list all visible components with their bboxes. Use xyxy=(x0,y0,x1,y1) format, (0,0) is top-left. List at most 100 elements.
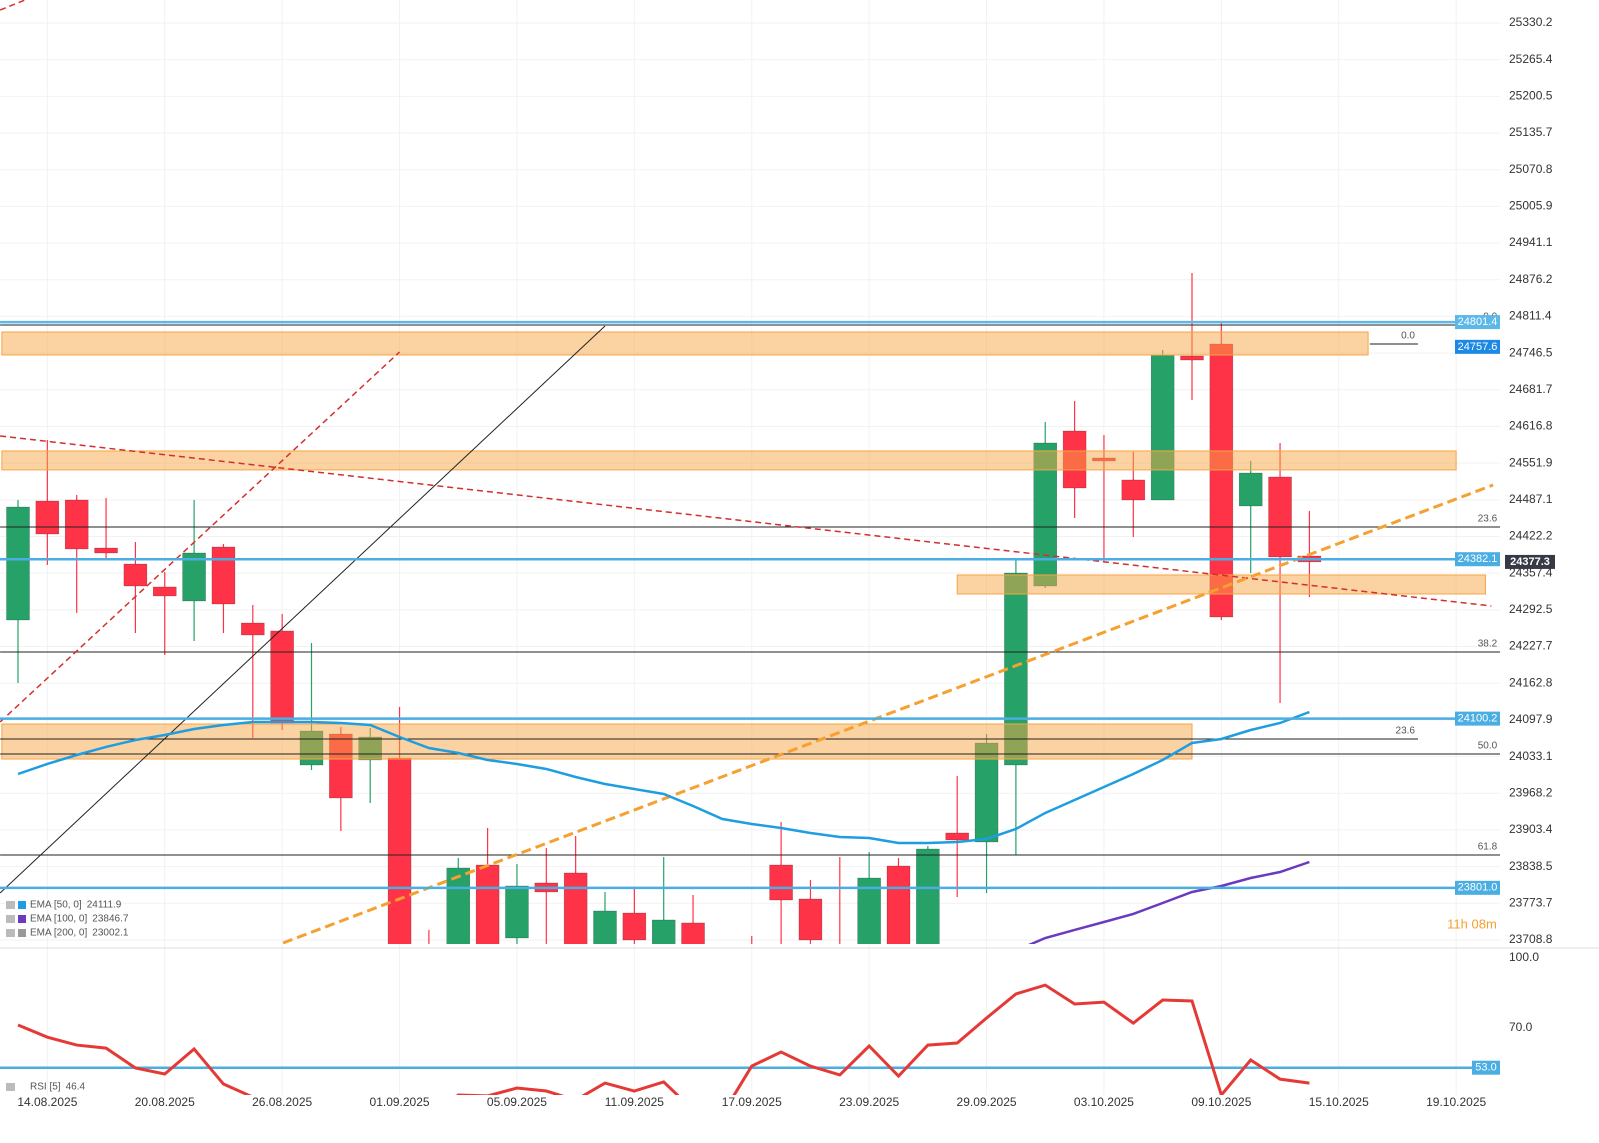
legend-name: EMA [100, 0] xyxy=(30,914,87,925)
candle-body xyxy=(417,990,440,1020)
y-tick-label: 24227.7 xyxy=(1509,639,1553,653)
y-tick-label: 23708.8 xyxy=(1509,932,1553,946)
candle-body xyxy=(123,563,148,587)
candle-body xyxy=(593,910,617,944)
x-tick-label: 26.08.2025 xyxy=(252,1095,312,1109)
x-tick-label: 20.08.2025 xyxy=(135,1095,195,1109)
x-tick-label: 03.10.2025 xyxy=(1074,1095,1134,1109)
y-tick-label: 25005.9 xyxy=(1509,199,1553,213)
y-tick-label: 25070.8 xyxy=(1509,162,1553,176)
price-panel xyxy=(0,0,1500,1020)
labels: 25330.2 25265.4 25200.5 25135.7 25070.8 25005… xyxy=(6,15,1555,1109)
legend-value: 46.4 xyxy=(66,1082,86,1093)
x-tick-label: 01.09.2025 xyxy=(370,1095,430,1109)
candle-body xyxy=(1268,476,1292,558)
y-tick-label: 24162.8 xyxy=(1509,675,1553,689)
y-tick-label: 24292.5 xyxy=(1509,602,1553,616)
candle-body xyxy=(211,546,236,605)
zone xyxy=(1,331,1369,356)
price-label-box xyxy=(1455,880,1500,895)
y-tick-label: 24876.2 xyxy=(1509,272,1553,286)
y-tick-label: 24422.2 xyxy=(1509,529,1553,543)
y-tick-label: 70.0 xyxy=(1509,1020,1533,1034)
candle-body xyxy=(94,547,118,554)
legend-name: EMA [200, 0] xyxy=(30,928,87,939)
indicator-line xyxy=(17,710,1310,845)
candle-body xyxy=(651,919,676,944)
legend-icon xyxy=(6,915,15,923)
candle-body xyxy=(945,832,969,841)
countdown: 11h 08m xyxy=(1447,916,1497,931)
y-tick-label: 23968.2 xyxy=(1509,785,1553,799)
level-label: 53.0 xyxy=(1475,1062,1496,1074)
legend-icon xyxy=(6,1083,15,1091)
candle-body xyxy=(505,885,529,939)
price-label-box xyxy=(1455,339,1500,354)
legend-value: 24111.9 xyxy=(87,900,122,911)
legend-value: 23846.7 xyxy=(92,914,129,925)
x-tick-label: 11.09.2025 xyxy=(605,1095,664,1109)
y-tick-label: 25200.5 xyxy=(1509,89,1553,103)
fib-label: 38.2 xyxy=(1478,639,1498,650)
candle-body xyxy=(681,922,705,944)
candle-body xyxy=(769,864,793,901)
candle-body xyxy=(182,552,206,602)
y-tick-label: 25330.2 xyxy=(1509,15,1553,29)
legend-swatch xyxy=(18,915,26,923)
candle-body xyxy=(798,898,823,941)
legend-name: RSI [5] xyxy=(30,1082,61,1093)
y-tick-label: 24033.1 xyxy=(1509,749,1553,763)
price-label: 23801.0 xyxy=(1458,882,1498,894)
y-tick-label: 23773.7 xyxy=(1509,895,1553,909)
price-label: 24382.1 xyxy=(1458,553,1498,565)
y-tick-label: 24551.9 xyxy=(1509,455,1553,469)
trendline xyxy=(0,435,1492,607)
zone xyxy=(956,574,1486,595)
legend-icon xyxy=(6,901,15,909)
fib-label: 50.0 xyxy=(1478,741,1498,752)
legend-name: EMA [50, 0] xyxy=(30,900,82,911)
candle-body xyxy=(828,950,851,980)
candle-body xyxy=(64,499,89,550)
candle-body xyxy=(886,865,911,944)
x-tick-label: 19.10.2025 xyxy=(1426,1095,1486,1109)
price-label-box xyxy=(1455,315,1500,330)
y-tick-label: 24487.1 xyxy=(1509,492,1553,506)
y-tick-label: 100.0 xyxy=(1509,950,1539,964)
legend-icon xyxy=(6,929,15,937)
price-label-box xyxy=(1455,552,1500,567)
price-label: 24757.6 xyxy=(1458,341,1498,353)
fib-label: 23.6 xyxy=(1396,726,1416,737)
x-tick-label: 09.10.2025 xyxy=(1191,1095,1251,1109)
price-label-box xyxy=(1455,711,1500,726)
legend-swatch xyxy=(18,929,26,937)
legend-value: 23002.1 xyxy=(92,928,129,939)
candle-body xyxy=(1121,479,1146,501)
rsi-panel xyxy=(0,983,1500,1095)
candle-body xyxy=(153,586,177,597)
x-tick-label: 14.08.2025 xyxy=(17,1095,77,1109)
trendline xyxy=(0,351,401,723)
y-tick-label: 25265.4 xyxy=(1509,52,1553,66)
candle-body xyxy=(6,506,30,621)
y-tick-label: 24941.1 xyxy=(1509,235,1553,249)
indicator-line xyxy=(1028,860,1310,944)
fib-label: 61.8 xyxy=(1478,842,1498,853)
candle-body xyxy=(270,630,294,724)
x-tick-label: 29.09.2025 xyxy=(957,1095,1017,1109)
candle-body xyxy=(241,622,265,636)
level-label-box xyxy=(1472,1060,1500,1075)
rsi-line xyxy=(17,983,1310,1095)
candle-body xyxy=(475,864,500,944)
trendline xyxy=(0,0,26,11)
zone xyxy=(1,723,1193,760)
candle-body xyxy=(916,848,940,944)
legend-swatch xyxy=(18,901,26,909)
candle-body xyxy=(622,912,647,941)
price-label-box xyxy=(1505,554,1555,569)
y-tick-label: 24681.7 xyxy=(1509,382,1553,396)
y-tick-label: 25135.7 xyxy=(1509,125,1553,139)
x-tick-label: 17.09.2025 xyxy=(722,1095,782,1109)
candle-body xyxy=(1150,354,1175,501)
x-tick-label: 15.10.2025 xyxy=(1309,1095,1369,1109)
